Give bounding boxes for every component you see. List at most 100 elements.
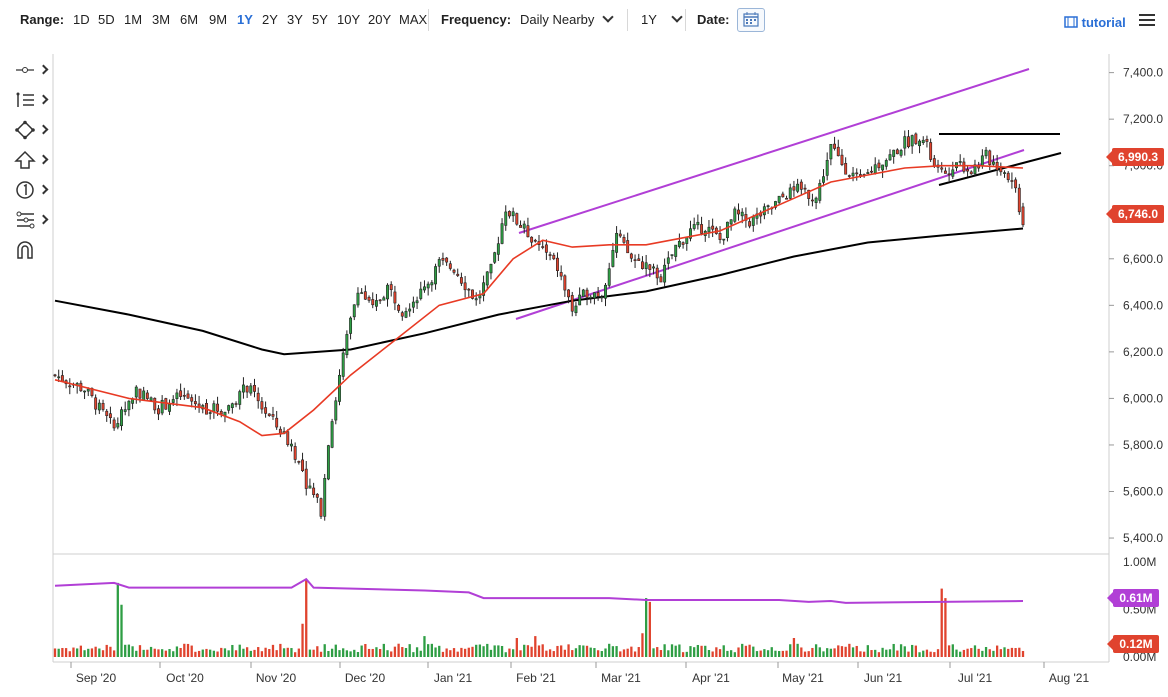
price-chart[interactable]: 7,400.07,200.07,000.06,800.06,600.06,400… <box>0 40 1168 697</box>
range-button-5d[interactable]: 5D <box>98 12 115 27</box>
volume-bar <box>305 579 308 657</box>
volume-bar <box>545 650 548 657</box>
time-tick-label: Nov '20 <box>256 671 297 685</box>
arrow-tool[interactable] <box>10 148 54 178</box>
range-button-1y[interactable]: 1Y <box>237 12 253 27</box>
calendar-button[interactable] <box>737 8 765 32</box>
candle-body <box>748 221 752 227</box>
volume-bar <box>947 645 951 657</box>
volume-bar <box>90 648 94 657</box>
range-button-1m[interactable]: 1M <box>124 12 143 27</box>
volume-bar <box>523 644 526 657</box>
tutorial-link[interactable]: tutorial <box>1064 15 1126 30</box>
volume-bar <box>800 647 803 657</box>
candle-body <box>969 171 973 175</box>
volume-bar <box>397 643 400 657</box>
period-dropdown[interactable]: 1Y <box>641 11 683 27</box>
candle-body <box>648 264 652 270</box>
volume-bar <box>929 651 932 657</box>
candle-body <box>655 267 659 279</box>
volume-bar <box>896 650 899 657</box>
range-button-5y[interactable]: 5Y <box>312 12 328 27</box>
candle-body <box>696 221 700 226</box>
shape-tool[interactable] <box>10 118 54 148</box>
candle-body <box>799 181 803 190</box>
candle-body <box>884 160 888 167</box>
candle-body <box>275 417 279 428</box>
candle-body <box>980 155 984 167</box>
candle-body <box>559 272 563 277</box>
fibonacci-tool[interactable] <box>10 208 54 238</box>
volume-bar <box>722 645 725 657</box>
annotation-tool[interactable] <box>10 178 54 208</box>
candle-body <box>622 236 626 243</box>
volume-bar <box>61 647 64 657</box>
candle-body <box>973 164 977 175</box>
candle-body <box>208 412 212 414</box>
volume-bar <box>489 649 493 657</box>
volume-bar <box>826 648 829 657</box>
volume-bar <box>619 651 622 657</box>
frequency-dropdown[interactable]: Daily Nearby <box>520 11 615 27</box>
range-button-1d[interactable]: 1D <box>73 12 90 27</box>
candle-body <box>626 240 630 254</box>
volume-bar <box>589 647 592 657</box>
time-tick-label: May '21 <box>782 671 824 685</box>
line-tool[interactable] <box>10 88 54 118</box>
volume-bar <box>135 650 138 657</box>
volume-bar <box>885 649 888 657</box>
volume-bar <box>475 644 478 657</box>
range-button-max[interactable]: MAX <box>399 12 428 27</box>
candle-body <box>711 225 715 230</box>
price-tick-label: 7,200.0 <box>1123 112 1163 126</box>
candle-body <box>596 292 600 297</box>
volume-bar <box>571 650 574 657</box>
volume-bar <box>378 648 382 657</box>
menu-button[interactable] <box>1139 14 1155 28</box>
candle-body <box>556 257 559 271</box>
range-button-10y[interactable]: 10Y <box>337 12 361 27</box>
time-tick-label: Jun '21 <box>864 671 903 685</box>
crosshair-tool[interactable] <box>10 58 54 88</box>
volume-bar <box>493 645 496 657</box>
candle-body <box>725 221 729 238</box>
volume-bar <box>999 649 1002 657</box>
candle-body <box>463 282 467 291</box>
range-button-6m[interactable]: 6M <box>180 12 199 27</box>
time-tick-label: Mar '21 <box>601 671 641 685</box>
range-button-2y[interactable]: 2Y <box>262 12 278 27</box>
volume-bar <box>83 650 86 657</box>
line-tool-icon <box>16 92 34 107</box>
candle-body <box>190 397 194 402</box>
volume-bar <box>371 648 374 657</box>
ma-fast-value: 6,990.3 <box>1118 150 1158 164</box>
candle-body <box>234 403 238 405</box>
candle-body <box>600 296 604 299</box>
volume-bar <box>57 648 60 657</box>
range-button-3y[interactable]: 3Y <box>287 12 303 27</box>
range-button-20y[interactable]: 20Y <box>368 12 392 27</box>
volume-bar <box>648 601 651 657</box>
volume-bar <box>412 652 415 657</box>
volume-bar <box>94 646 97 657</box>
magnet-tool[interactable] <box>10 238 54 268</box>
candle-body <box>153 397 157 411</box>
range-button-9m[interactable]: 9M <box>209 12 228 27</box>
candle-body <box>1021 206 1025 226</box>
volume-bar <box>818 647 821 657</box>
volume-bar <box>194 651 197 657</box>
candle-body <box>785 197 788 200</box>
chevron-down-icon <box>671 11 683 23</box>
candle-body <box>363 291 367 300</box>
volume-bar <box>64 648 68 657</box>
volume-bar <box>482 646 485 657</box>
candle-body <box>966 169 970 172</box>
candle-body <box>847 175 851 177</box>
volume-bar <box>234 650 238 657</box>
candle-body <box>496 243 500 255</box>
volume-bar <box>685 651 688 657</box>
volume-bar <box>922 650 925 657</box>
volume-bar <box>615 646 618 657</box>
volume-bar <box>327 650 330 657</box>
range-button-3m[interactable]: 3M <box>152 12 171 27</box>
